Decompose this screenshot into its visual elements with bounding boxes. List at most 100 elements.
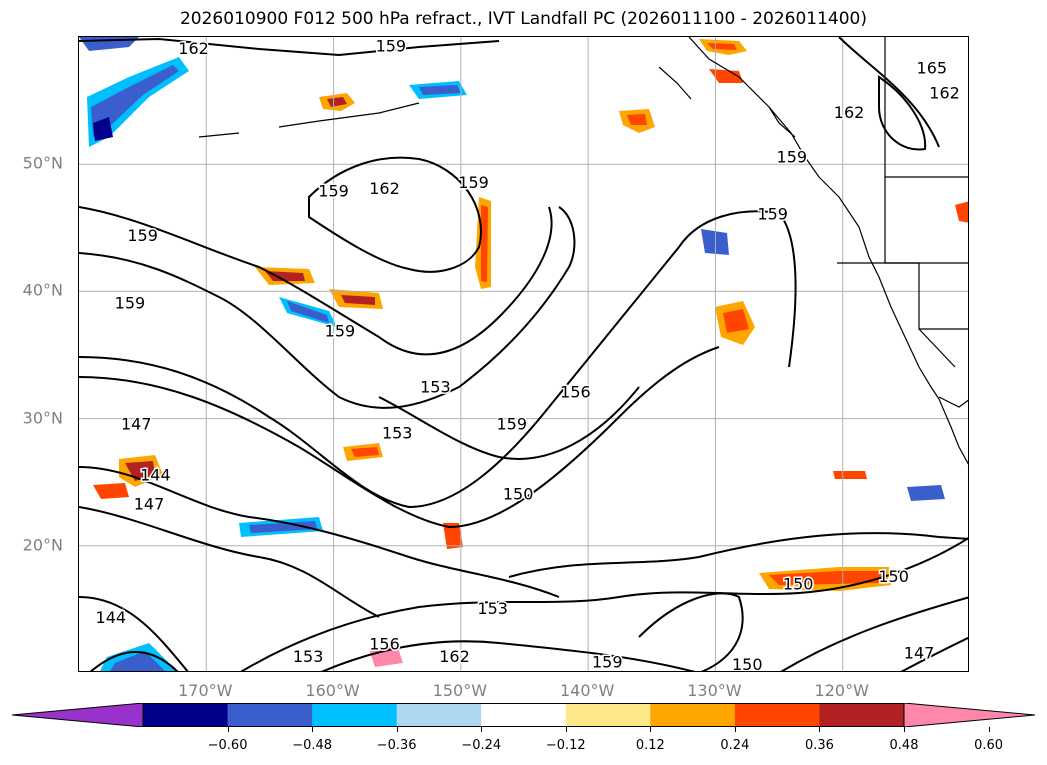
contour-label: 159 [496,414,527,433]
positive-anomaly-blob [93,483,129,499]
contour-line [79,210,797,509]
colorbar-tick-label: 0.48 [889,738,919,753]
contour-line [89,651,179,671]
colorbar-tick-label: −0.48 [292,738,333,753]
positive-anomaly-blob [619,109,655,133]
colorbar-segment [227,703,313,727]
colorbar-segment [734,703,820,727]
latitude-label: 20°N [22,535,63,555]
contour-label: 162 [929,84,960,103]
contour-line [378,386,640,460]
positive-anomaly-blob [319,93,355,111]
contour-label: 153 [382,423,413,442]
contour-label: 165 [917,58,948,77]
contour-line [780,596,968,671]
colorbar-tick-mark [734,727,736,732]
positive-anomaly-blob [443,523,463,549]
colorbar-tick-mark [481,727,483,732]
longitude-label: 140°W [559,681,615,700]
longitude-label: 150°W [432,681,488,700]
contour-line [79,37,500,57]
colorbar-tick-mark [227,727,229,732]
latitude-label: 50°N [22,153,63,173]
contour-label: 159 [376,37,407,56]
positive-anomaly-blob [475,197,491,289]
contour-line [308,156,482,273]
coastline [198,37,968,465]
positive-anomaly-blob [715,301,755,345]
negative-anomaly-blob [409,81,467,99]
colorbar-tick-mark [565,727,567,732]
contour-label: 150 [732,655,763,672]
chart-title: 2026010900 F012 500 hPa refract., IVT La… [179,9,867,29]
contour-line [321,640,696,671]
colorbar-tick-label: −0.36 [376,738,417,753]
colorbar-tick-label: 0.60 [974,738,1004,753]
positive-anomaly-blob [833,471,867,479]
colorbar-segment [312,703,398,727]
map-canvas: 162 159 165 162 162 159 159 162 159 159 159 159 159 1… [79,37,968,672]
positive-anomaly-blob [709,69,743,83]
contour-label-layer: 162 159 165 162 162 159 159 162 159 159 159 159 159 1… [94,37,961,672]
contour-label: 159 [325,322,356,341]
contour-label: 162 [439,647,470,666]
refractivity-shading [79,37,968,671]
contour-line [508,532,968,578]
contour-label: 159 [757,205,788,224]
positive-anomaly-blob [255,267,315,285]
colorbar-tick-label: −0.12 [545,738,586,753]
contour-label: 159 [777,147,808,166]
positive-anomaly-blob [955,201,968,223]
contour-label: 159 [115,294,146,313]
contour-label: 156 [369,635,400,654]
contour-label: 156 [560,383,591,402]
colorbar-extend-high [903,703,1035,727]
longitude-label: 130°W [687,681,742,700]
colorbar-segment [565,703,651,727]
colorbar-tick-label: −0.60 [207,738,248,753]
contour-label: 153 [293,647,324,666]
colorbar-segment [143,703,229,727]
contour-line [878,75,927,151]
negative-anomaly-blob [907,485,945,501]
positive-anomaly-blob [699,39,747,55]
colorbar-tick-label: −0.24 [461,738,502,753]
contour-label: 150 [503,484,534,503]
contour-line [79,466,560,598]
colorbar-extend-low [12,703,144,727]
contour-label: 159 [592,652,623,671]
contour-line [79,206,553,356]
longitude-label: 170°W [178,681,233,700]
latitude-label: 30°N [22,408,63,428]
colorbar-tick-label: 0.36 [804,738,834,753]
colorbar-tick-label: 0.24 [720,738,750,753]
contour-label: 150 [878,567,909,586]
negative-anomaly-blob [100,643,177,671]
longitude-label: 120°W [814,681,869,700]
positive-anomaly-blob [369,645,403,667]
colorbar-tick-mark [650,727,652,732]
contour-line [900,636,968,671]
colorbar-tick-mark [988,727,990,732]
negative-anomaly-blob [279,297,337,327]
contour-label: 147 [121,414,152,433]
colorbar-tick-mark [396,727,398,732]
colorbar-segment [396,703,482,727]
colorbar-segment [481,703,567,727]
colorbar-segment [819,703,905,727]
contour-line [638,592,744,671]
positive-anomaly-blob [759,567,891,591]
contour-label: 162 [369,179,400,198]
refractivity-contours [79,37,968,671]
positive-anomaly-blob [329,289,383,309]
colorbar-tick-mark [904,727,905,732]
contour-line [240,537,968,671]
contour-label: 162 [178,39,209,58]
contour-label: 159 [318,182,349,201]
contour-label: 153 [420,378,451,397]
contour-label: 147 [904,643,935,662]
map-panel: 162 159 165 162 162 159 159 162 159 159 159 159 159 1… [78,36,969,672]
contour-line [79,506,380,618]
colorbar-outline [142,703,905,727]
contour-label: 162 [834,103,865,122]
